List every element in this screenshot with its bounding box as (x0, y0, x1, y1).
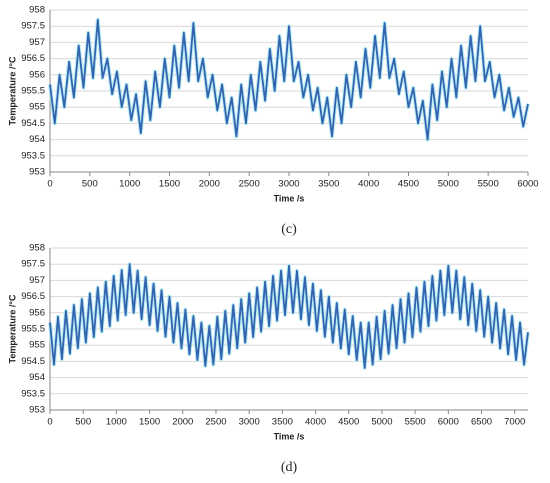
x-tick-label: 0 (47, 417, 52, 428)
temperature-line-glow (48, 17, 530, 142)
y-tick-label: 956.5 (21, 53, 45, 64)
x-tick-label: 5500 (478, 179, 499, 190)
y-axis-title: Temperature /°C (7, 56, 17, 125)
y-tick-label: 956.5 (21, 291, 45, 302)
x-tick-label: 3500 (272, 417, 293, 428)
y-tick-label: 957 (29, 37, 45, 48)
caption: (c) (281, 222, 297, 237)
y-tick-label: 955 (29, 102, 45, 113)
x-tick-label: 2500 (239, 179, 260, 190)
x-tick-label: 4000 (305, 417, 326, 428)
y-tick-label: 953.5 (21, 388, 45, 399)
y-tick-label: 957 (29, 275, 45, 286)
y-tick-label: 955.5 (21, 324, 45, 335)
x-tick-label: 7000 (504, 417, 525, 428)
y-tick-label: 954.5 (21, 118, 45, 129)
x-tick-label: 2000 (199, 179, 220, 190)
x-tick-label: 5000 (371, 417, 392, 428)
x-tick-label: 4000 (358, 179, 379, 190)
temperature-line (49, 18, 529, 141)
y-tick-label: 955 (29, 340, 45, 351)
x-tick-label: 6000 (438, 417, 459, 428)
y-tick-label: 957.5 (21, 259, 45, 270)
x-tick-label: 3000 (239, 417, 260, 428)
x-tick-label: 2500 (205, 417, 226, 428)
y-tick-label: 958 (29, 243, 45, 254)
y-tick-label: 953.5 (21, 150, 45, 161)
x-tick-label: 4500 (338, 417, 359, 428)
y-tick-label: 958 (29, 5, 45, 16)
x-tick-label: 6000 (517, 179, 538, 190)
x-tick-label: 5500 (405, 417, 426, 428)
x-tick-label: 3500 (318, 179, 339, 190)
y-tick-label: 956 (29, 307, 45, 318)
y-tick-label: 954.5 (21, 356, 45, 367)
x-tick-label: 1500 (159, 179, 180, 190)
x-tick-label: 500 (82, 179, 98, 190)
x-tick-label: 1500 (139, 417, 160, 428)
x-tick-label: 500 (75, 417, 91, 428)
x-tick-label: 0 (47, 179, 52, 190)
y-tick-label: 954 (29, 372, 45, 383)
x-tick-label: 4500 (398, 179, 419, 190)
temperature-line (49, 263, 529, 369)
x-axis-title: Time /s (274, 193, 305, 203)
x-axis-title: Time /s (274, 431, 305, 441)
x-tick-label: 6500 (471, 417, 492, 428)
y-tick-label: 954 (29, 134, 45, 145)
y-tick-label: 953 (29, 167, 45, 178)
y-axis-title: Temperature /°C (7, 294, 17, 363)
y-tick-label: 953 (29, 405, 45, 416)
x-tick-label: 5000 (438, 179, 459, 190)
x-tick-label: 1000 (106, 417, 127, 428)
y-tick-label: 956 (29, 69, 45, 80)
y-tick-label: 957.5 (21, 21, 45, 32)
x-tick-label: 2000 (172, 417, 193, 428)
x-tick-label: 1000 (119, 179, 140, 190)
y-tick-label: 955.5 (21, 86, 45, 97)
x-tick-label: 3000 (278, 179, 299, 190)
caption: (d) (281, 460, 298, 475)
